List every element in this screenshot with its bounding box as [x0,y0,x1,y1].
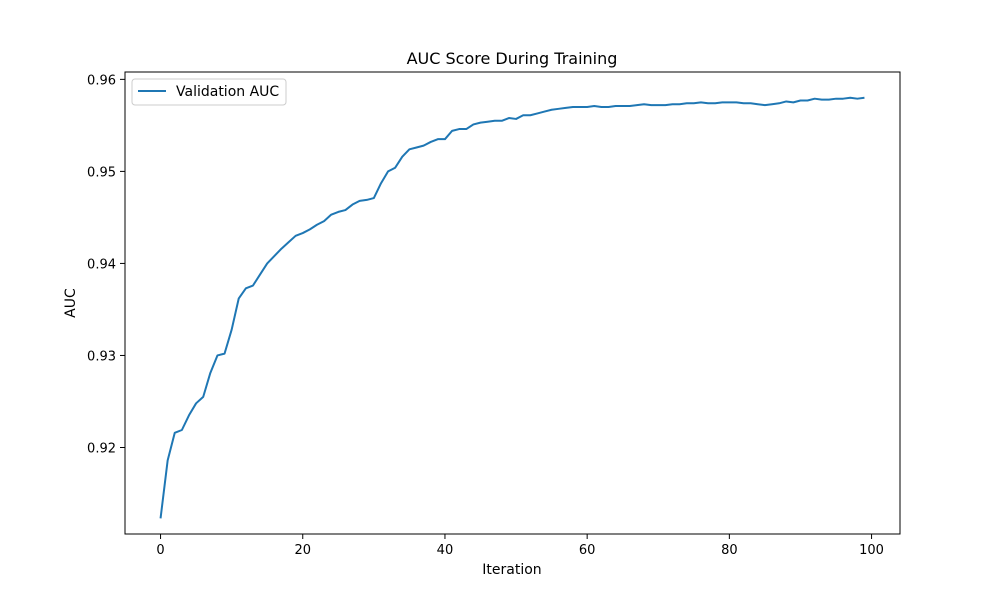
y-tick-label: 0.94 [87,257,116,272]
plot-frame [124,71,901,535]
legend-label-validation-auc: Validation AUC [176,84,279,100]
x-tick-label: 80 [721,543,738,558]
legend: Validation AUC [131,78,287,106]
y-tick-label: 0.96 [87,73,116,88]
x-tick-label: 20 [294,543,311,558]
y-tick-label: 0.92 [87,441,116,456]
x-tick-label: 40 [437,543,454,558]
chart-title: AUC Score During Training [407,49,618,68]
series-line-validation-auc [159,96,865,519]
y-axis: 0.92 0.93 0.94 0.95 0.96 [87,73,125,456]
x-axis: 0 20 40 60 80 100 [156,534,884,558]
x-axis-label: Iteration [482,562,541,578]
y-tick-label: 0.93 [87,349,116,364]
series-layer [159,96,865,519]
x-tick-label: 60 [579,543,596,558]
plot-area [124,71,901,535]
y-axis-label: AUC [63,288,79,318]
y-tick-label: 0.95 [87,165,116,180]
x-tick-label: 0 [156,543,164,558]
legend-box [131,78,287,106]
x-tick-label: 100 [859,543,884,558]
